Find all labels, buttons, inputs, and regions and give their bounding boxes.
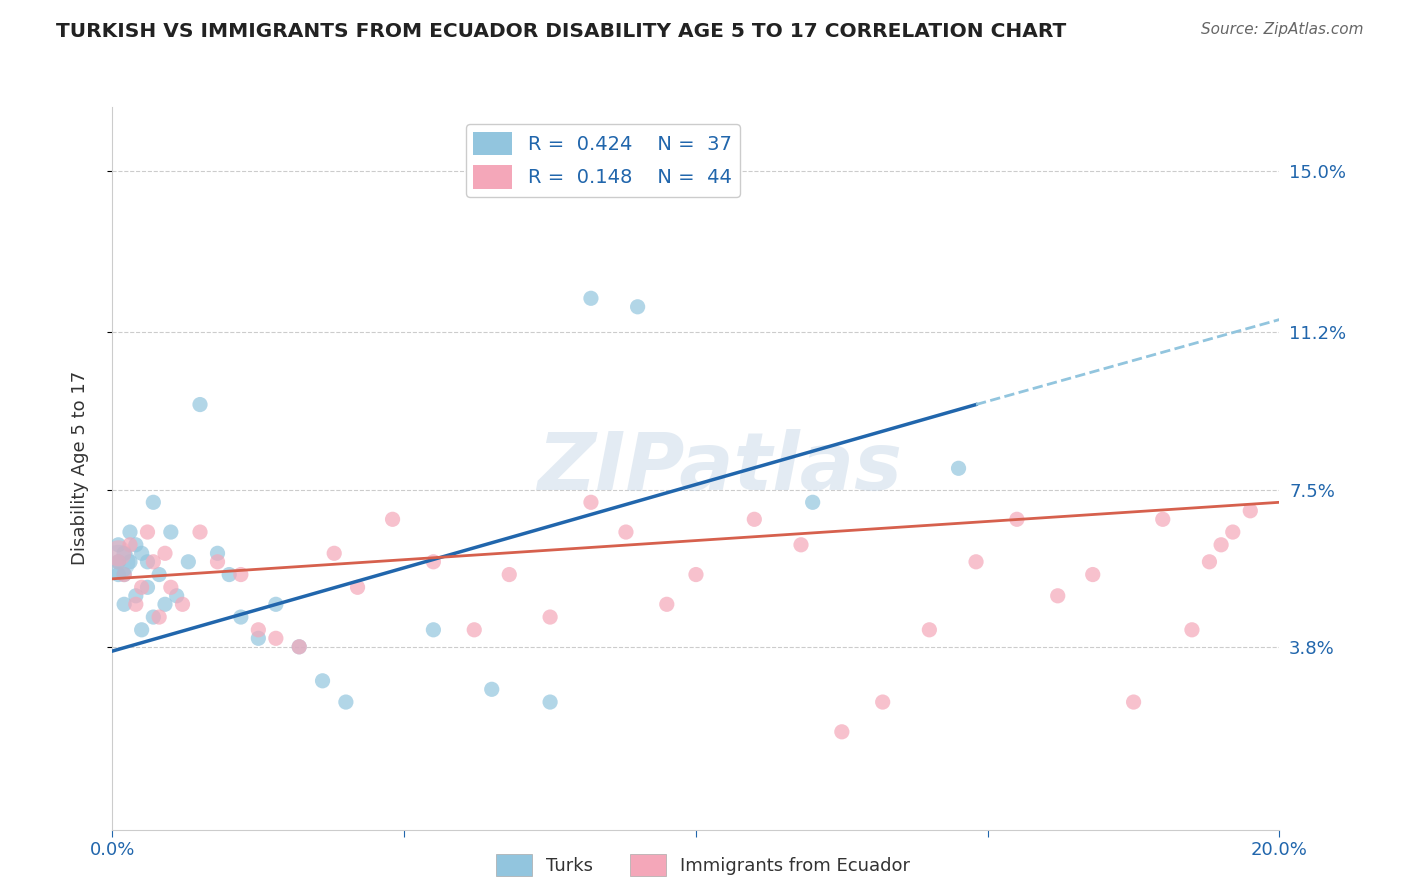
Point (264, 597, 287, 611)
Point (579, 495, 602, 509)
Point (172, 597, 194, 611)
Point (131, 623, 153, 637)
Point (136, 555, 159, 569)
Point (1239, 504, 1261, 518)
Point (742, 512, 765, 526)
Point (177, 555, 200, 569)
Text: TURKISH VS IMMIGRANTS FROM ECUADOR DISABILITY AGE 5 TO 17 CORRELATION CHART: TURKISH VS IMMIGRANTS FROM ECUADOR DISAB… (56, 22, 1067, 41)
Point (288, 640, 311, 654)
Point (207, 546, 229, 560)
Point (1181, 623, 1204, 637)
Point (142, 495, 165, 509)
Point (872, 695, 894, 709)
Point (107, 567, 129, 582)
Point (153, 546, 176, 560)
Point (538, 610, 561, 624)
Point (1222, 524, 1244, 539)
Point (288, 640, 311, 654)
Point (160, 524, 183, 539)
Point (1046, 589, 1069, 603)
Point (1005, 512, 1028, 526)
Point (655, 597, 678, 611)
Point (463, 623, 485, 637)
Point (1081, 567, 1104, 582)
Point (131, 580, 153, 594)
Point (136, 524, 159, 539)
Point (125, 597, 148, 611)
Point (136, 580, 159, 594)
Point (107, 555, 129, 569)
Point (118, 555, 141, 569)
Point (614, 524, 637, 539)
Point (112, 567, 135, 582)
Legend: Turks, Immigrants from Ecuador: Turks, Immigrants from Ecuador (489, 847, 917, 883)
Point (142, 610, 165, 624)
Point (1122, 695, 1144, 709)
Point (125, 589, 148, 603)
Point (148, 567, 170, 582)
Point (627, 300, 650, 314)
Point (160, 580, 183, 594)
Point (346, 580, 368, 594)
Y-axis label: Disability Age 5 to 17: Disability Age 5 to 17 (70, 371, 89, 566)
Point (118, 524, 141, 539)
Point (831, 724, 853, 739)
Point (218, 567, 240, 582)
Point (112, 567, 135, 582)
Point (790, 538, 813, 552)
Point (481, 682, 503, 697)
Text: Source: ZipAtlas.com: Source: ZipAtlas.com (1201, 22, 1364, 37)
Point (166, 589, 188, 603)
Point (264, 632, 287, 646)
Point (918, 623, 941, 637)
Point (153, 597, 176, 611)
Point (107, 555, 129, 569)
Point (188, 524, 211, 539)
Point (335, 695, 357, 709)
Point (422, 623, 444, 637)
Point (112, 597, 135, 611)
Point (323, 546, 346, 560)
Point (131, 546, 153, 560)
Point (118, 538, 141, 552)
Point (965, 555, 987, 569)
Point (112, 546, 135, 560)
Point (125, 538, 148, 552)
Point (247, 632, 270, 646)
Point (498, 567, 520, 582)
Point (1198, 555, 1220, 569)
Point (247, 623, 270, 637)
Point (579, 291, 602, 305)
Text: ZIPatlas: ZIPatlas (537, 429, 901, 508)
Point (229, 567, 252, 582)
Point (538, 695, 561, 709)
Point (1152, 512, 1174, 526)
Point (107, 555, 129, 569)
Point (107, 538, 129, 552)
Point (229, 610, 252, 624)
Point (107, 546, 129, 560)
Point (685, 567, 707, 582)
Point (207, 555, 229, 569)
Point (1209, 538, 1232, 552)
Point (148, 610, 170, 624)
Legend: R =  0.424    N =  37, R =  0.148    N =  44: R = 0.424 N = 37, R = 0.148 N = 44 (465, 124, 740, 197)
Point (801, 495, 824, 509)
Point (311, 673, 333, 688)
Point (381, 512, 404, 526)
Point (422, 555, 444, 569)
Point (142, 555, 165, 569)
Point (188, 398, 211, 412)
Point (948, 461, 970, 475)
